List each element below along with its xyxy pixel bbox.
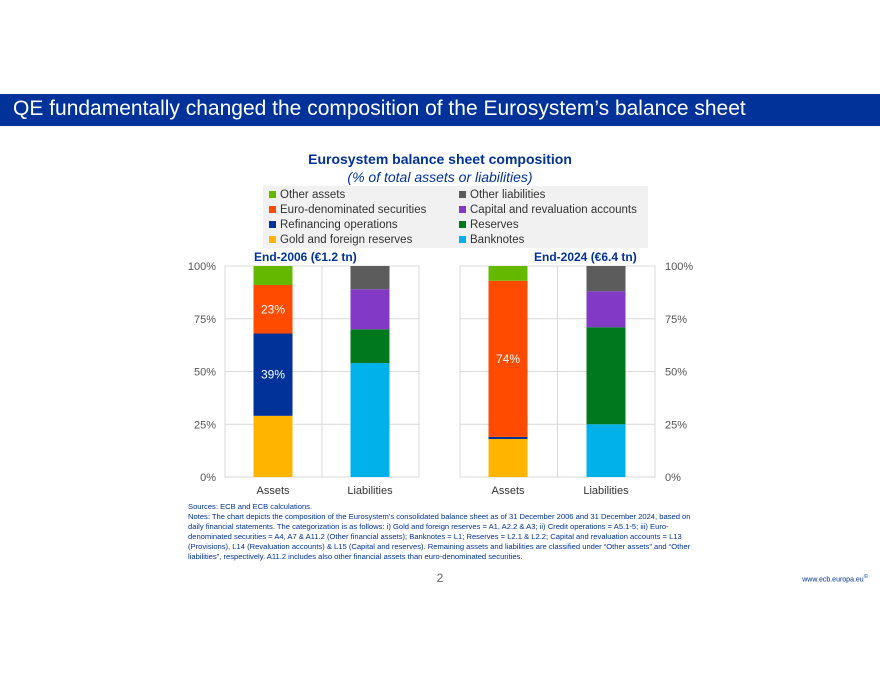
legend-item-reserves: Reserves [459,218,519,232]
sources-notes: Sources: ECB and ECB calculations. Notes… [188,502,698,562]
data-label: 74% [496,352,520,366]
data-label: 39% [261,368,285,382]
legend-swatch [269,206,276,213]
page-number: 2 [436,571,444,585]
legend-swatch [459,206,466,213]
bar-segment-other-liabilities [350,266,390,290]
legend-swatch [269,191,276,198]
y-tick-label: 75% [194,314,216,326]
bar-segment-other-liabilities [586,266,626,292]
bar-segment-banknotes [350,363,390,477]
bar-segment-refinancing-operations [488,436,528,440]
x-category-label: Assets [491,485,525,497]
bar-segment-capital-and-revaluation-accounts [350,289,390,330]
legend-item-capital-revaluation: Capital and revaluation accounts [459,203,637,217]
ecb-website-text: www.ecb.europa.eu [802,576,864,584]
x-category-label: Liabilities [347,485,393,497]
chart-subtitle: (% of total assets or liabilities) [347,169,533,185]
y-tick-label: 100% [188,261,216,273]
ecb-website[interactable]: www.ecb.europa.eu© [802,574,868,583]
slide-title: QE fundamentally changed the composition… [13,97,746,120]
legend-item-euro-securities: Euro-denominated securities [269,203,426,217]
y-tick-label: 100% [665,261,693,273]
y-tick-label: 50% [665,367,687,379]
bar-segment-gold-and-foreign-reserves [488,439,528,477]
legend-item-refinancing: Refinancing operations [269,218,398,232]
chart-legend [263,186,648,248]
chart-title: Eurosystem balance sheet composition [308,151,572,167]
bar-segment-banknotes [586,424,626,477]
bar-segment-refinancing-operations [253,333,293,416]
bar-segment-capital-and-revaluation-accounts [586,291,626,328]
bar-segment-euro-denominated-securities [253,284,293,334]
slide-title-bar: QE fundamentally changed the composition… [0,94,880,126]
data-label: 23% [261,302,285,316]
legend-item-other-assets: Other assets [269,188,345,202]
x-category-label: Assets [256,485,290,497]
bar-segment-other-assets [488,266,528,281]
legend-item-other-liabilities: Other liabilities [459,188,545,202]
bar-segment-gold-and-foreign-reserves [253,415,293,477]
legend-swatch [269,236,276,243]
sources-text: Sources: ECB and ECB calculations. [188,502,313,511]
x-category-label: Liabilities [583,485,629,497]
legend-item-gold-reserves: Gold and foreign reserves [269,233,412,247]
y-tick-label: 50% [194,367,216,379]
bar-segment-reserves [586,327,626,425]
legend-swatch [459,221,466,228]
panel-title-2024: End-2024 (€6.4 tn) [534,250,637,264]
bar-segment-reserves [350,329,390,364]
bar-segment-euro-denominated-securities [488,280,528,437]
legend-swatch [459,191,466,198]
notes-text: Notes: The chart depicts the composition… [188,512,691,561]
y-tick-label: 0% [200,472,216,484]
panel-title-2006: End-2006 (€1.2 tn) [254,250,357,264]
bar-segment-other-assets [253,266,293,285]
y-tick-label: 0% [665,472,681,484]
ecb-website-mark: © [863,574,868,580]
y-tick-label: 25% [194,419,216,431]
legend-swatch [269,221,276,228]
y-tick-label: 75% [665,314,687,326]
y-tick-label: 25% [665,419,687,431]
legend-item-banknotes: Banknotes [459,233,524,247]
legend-swatch [459,236,466,243]
